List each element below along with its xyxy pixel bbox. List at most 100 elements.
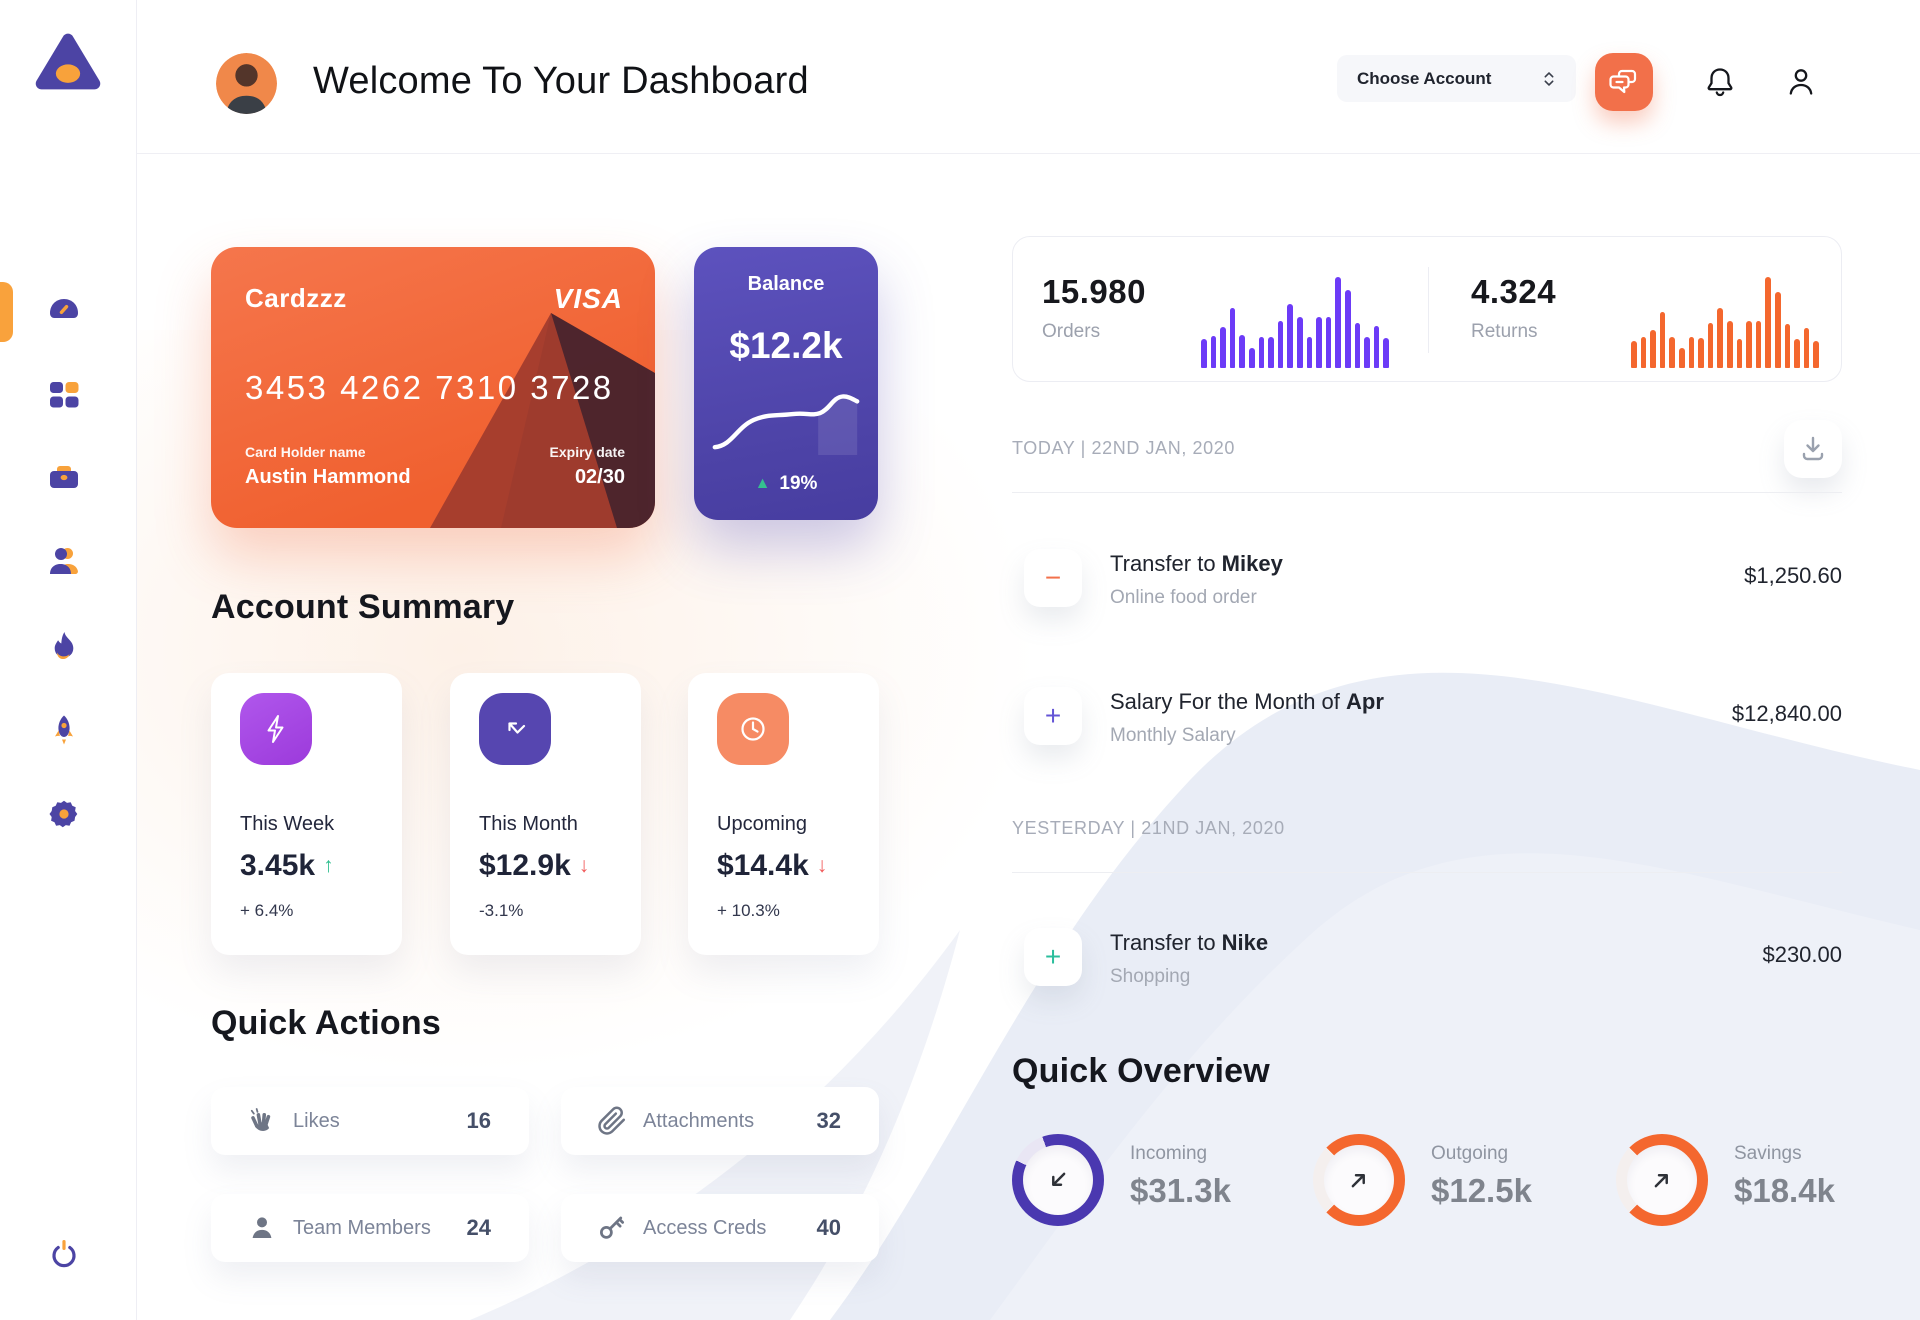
- list-divider: [1012, 872, 1842, 873]
- transaction-row[interactable]: + Transfer to Nike Shopping $230.00: [1012, 928, 1842, 990]
- download-button[interactable]: [1784, 420, 1842, 478]
- bell-icon: [1707, 68, 1733, 97]
- sidebar-item-settings[interactable]: [42, 792, 86, 836]
- transaction-sign: −: [1044, 562, 1062, 593]
- transaction-sign: +: [1044, 941, 1062, 972]
- chart-bar: [1726, 320, 1733, 368]
- user-avatar[interactable]: [216, 53, 277, 114]
- overview-label: Incoming: [1130, 1143, 1208, 1164]
- speedometer-icon: [50, 299, 78, 318]
- sidebar-nav: [0, 288, 128, 836]
- overview-savings: Savings $18.4k: [1616, 1134, 1835, 1226]
- flame-icon: [54, 632, 74, 660]
- summary-value: $12.9k ↓: [479, 849, 589, 883]
- summary-card-upcoming[interactable]: Upcoming $14.4k ↓ + 10.3%: [688, 673, 879, 955]
- sidebar-item-dashboard[interactable]: [42, 288, 86, 332]
- chart-bar: [1640, 337, 1647, 368]
- trend-down-icon: ↓: [578, 854, 590, 877]
- summary-delta: -3.1%: [479, 901, 524, 920]
- trend-up-icon: ↑: [323, 854, 334, 877]
- transaction-subtitle: Online food order: [1110, 587, 1257, 608]
- sidebar-item-launch[interactable]: [42, 708, 86, 752]
- summary-label: This Week: [240, 813, 335, 835]
- chart-bar: [1296, 317, 1303, 368]
- card-holder-name: Austin Hammond: [245, 466, 411, 488]
- sidebar-item-apps[interactable]: [42, 372, 86, 416]
- balance-change: ▲ 19%: [694, 473, 878, 495]
- chart-bar: [1229, 307, 1236, 368]
- logout-button[interactable]: [42, 1232, 86, 1276]
- chart-bar: [1813, 340, 1819, 368]
- summary-value: 3.45k ↑: [240, 849, 334, 883]
- chart-bar: [1698, 337, 1704, 368]
- chart-bar: [1364, 337, 1370, 368]
- overview-value: $18.4k: [1734, 1172, 1835, 1209]
- expiry-label: Expiry date: [549, 444, 625, 460]
- date-header-yesterday: YESTERDAY | 21ND JAN, 2020: [1012, 818, 1285, 838]
- transaction-amount: $230.00: [1762, 942, 1842, 967]
- chart-bar: [1383, 337, 1389, 368]
- arrow-down-left-icon: [1052, 1172, 1066, 1186]
- chart-bar: [1774, 291, 1781, 368]
- summary-card-this-week[interactable]: This Week 3.45k ↑ + 6.4%: [211, 673, 402, 955]
- sidebar-item-trending[interactable]: [42, 624, 86, 668]
- overview-value: $12.5k: [1431, 1172, 1532, 1209]
- chart-bar: [1688, 337, 1695, 368]
- transaction-title: Salary For the Month of Apr: [1110, 689, 1384, 715]
- paperclip-icon: [595, 1104, 629, 1138]
- expiry-date: 02/30: [574, 466, 625, 488]
- chart-bar: [1794, 338, 1800, 368]
- orders-label: Orders: [1042, 321, 1101, 342]
- chart-bar: [1659, 311, 1666, 368]
- app-logo[interactable]: [33, 30, 103, 94]
- stats-divider: [1428, 267, 1429, 353]
- notifications-button[interactable]: [1698, 60, 1742, 104]
- account-summary-heading: Account Summary: [211, 588, 515, 626]
- action-card-attachments[interactable]: Attachments 32: [561, 1087, 879, 1155]
- chart-bar: [1325, 317, 1332, 368]
- messages-button[interactable]: [1595, 53, 1653, 111]
- summary-card-this-month[interactable]: This Month $12.9k ↓ -3.1%: [450, 673, 641, 955]
- balance-label: Balance: [747, 273, 825, 295]
- briefcase-icon: [50, 466, 78, 488]
- arrow-up-right-icon: [1654, 1174, 1668, 1188]
- quick-overview-heading: Quick Overview: [1012, 1052, 1270, 1090]
- profile-button[interactable]: [1779, 60, 1823, 104]
- chart-bar: [1277, 320, 1284, 368]
- transaction-title: Transfer to Nike: [1110, 930, 1268, 956]
- transaction-row[interactable]: − Transfer to Mikey Online food order $1…: [1012, 549, 1842, 611]
- card-pyramid-art: [430, 313, 655, 528]
- grid-icon: [50, 382, 79, 408]
- credit-card[interactable]: Cardzzz VISA 3453 4262 7310 3728 Card Ho…: [211, 247, 655, 528]
- summary-delta: + 10.3%: [717, 901, 780, 920]
- logo-triangle-icon: [35, 33, 101, 90]
- returns-mini-chart: [1631, 277, 1823, 368]
- transaction-row[interactable]: + Salary For the Month of Apr Monthly Sa…: [1012, 687, 1842, 749]
- sidebar-item-users[interactable]: [42, 540, 86, 584]
- sidebar: [0, 0, 137, 1320]
- transaction-title-name: Nike: [1221, 930, 1269, 955]
- chart-bar: [1335, 277, 1341, 368]
- balance-card[interactable]: Balance $12.2k ▲ 19%: [694, 247, 878, 520]
- chat-icon: [1609, 69, 1637, 94]
- sidebar-item-portfolio[interactable]: [42, 456, 86, 500]
- chart-bar: [1678, 347, 1685, 368]
- active-nav-indicator: [0, 282, 13, 342]
- list-divider: [1012, 492, 1842, 493]
- action-label: Attachments: [643, 1109, 755, 1132]
- action-card-likes[interactable]: Likes 16: [211, 1087, 529, 1155]
- credit-card-name: Cardzzz: [245, 283, 347, 313]
- transaction-amount: $1,250.60: [1744, 563, 1842, 588]
- credit-card-number: 3453 4262 7310 3728: [245, 369, 614, 406]
- trend-down-icon: ↓: [816, 854, 828, 877]
- action-card-team-members[interactable]: Team Members 24: [211, 1194, 529, 1262]
- chart-bar: [1344, 289, 1351, 368]
- chart-bar: [1736, 338, 1743, 368]
- summary-label: This Month: [479, 813, 578, 835]
- chart-bar: [1373, 326, 1380, 368]
- transaction-sign: +: [1044, 700, 1062, 731]
- clock-icon: [717, 693, 789, 765]
- action-card-access-creds[interactable]: Access Creds 40: [561, 1194, 879, 1262]
- key-icon: [595, 1211, 629, 1245]
- choose-account-select[interactable]: Choose Account: [1337, 55, 1576, 102]
